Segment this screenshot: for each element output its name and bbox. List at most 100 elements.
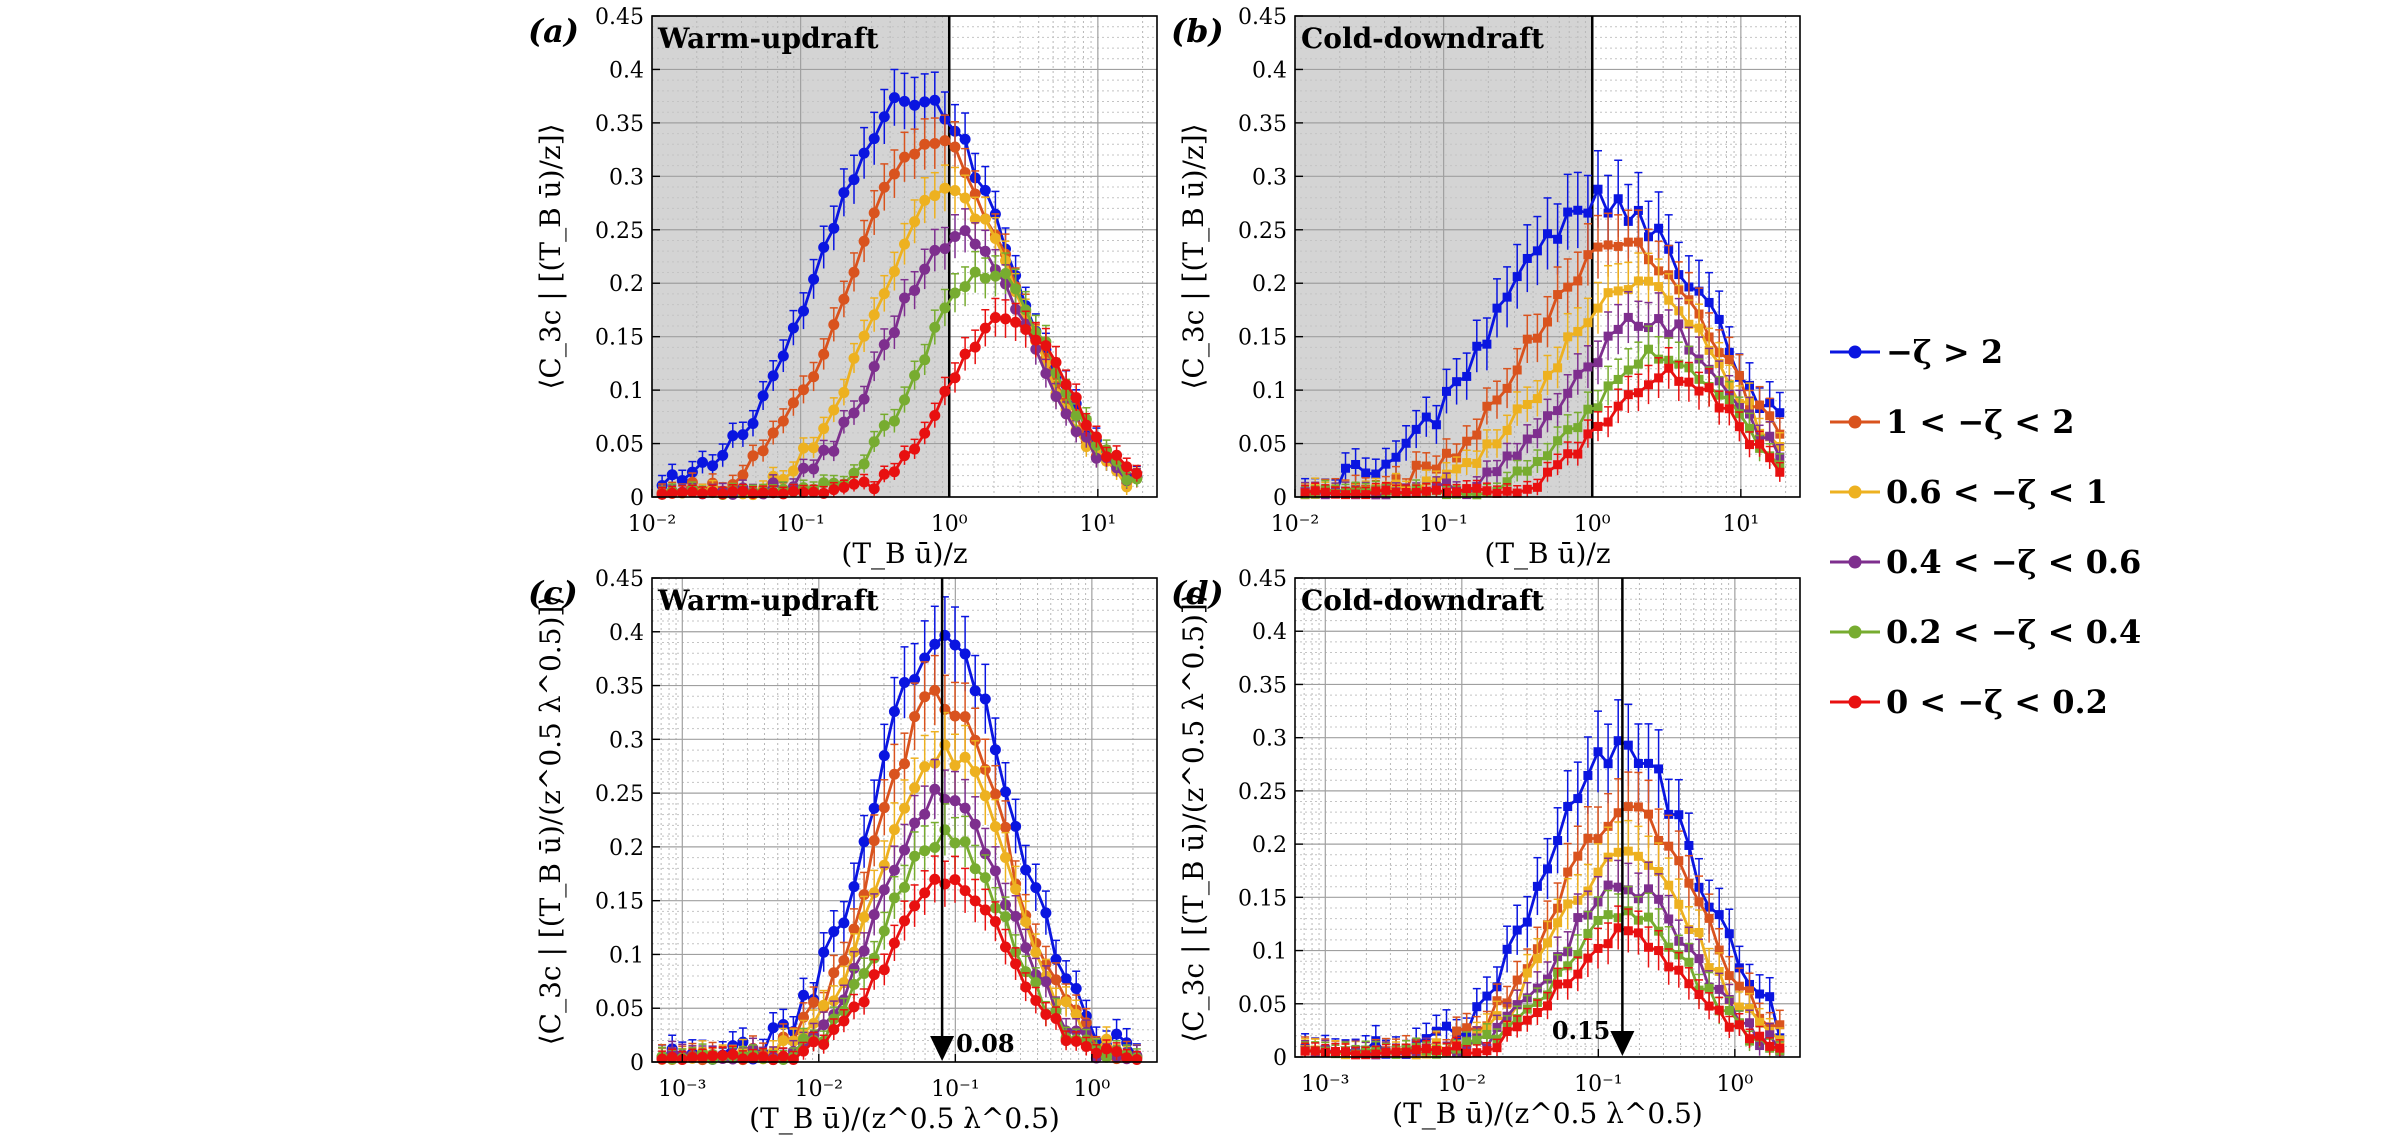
data-point	[1543, 317, 1552, 327]
y-tick-label: 0.3	[609, 165, 644, 190]
data-point	[818, 348, 830, 360]
data-point	[1522, 968, 1532, 978]
data-point	[1421, 486, 1431, 496]
data-point	[959, 836, 971, 848]
data-point	[858, 911, 870, 923]
data-point	[1371, 469, 1381, 479]
data-point	[1543, 938, 1552, 948]
data-point	[1502, 451, 1512, 461]
data-point	[1734, 1020, 1744, 1030]
legend-label: 0.4 < −ζ < 0.6	[1886, 543, 2141, 581]
data-point	[1000, 941, 1011, 953]
data-point	[848, 467, 860, 479]
data-point	[1482, 339, 1492, 349]
data-point	[848, 962, 860, 974]
data-point	[1745, 986, 1754, 996]
data-point	[767, 427, 779, 439]
data-point	[1714, 984, 1724, 994]
data-point	[899, 915, 910, 927]
x-tick-label: 10⁰	[931, 512, 968, 537]
data-point	[878, 859, 890, 871]
arrow-label: 0.15	[1552, 1016, 1610, 1045]
data-point	[1633, 321, 1643, 331]
data-point	[1745, 1004, 1754, 1014]
data-point	[899, 95, 910, 107]
data-point	[757, 1051, 769, 1063]
data-point	[1361, 1050, 1371, 1060]
panel-title: Warm-updraft	[657, 22, 879, 55]
data-point	[909, 900, 921, 912]
data-point	[888, 706, 900, 718]
data-point	[1563, 899, 1573, 909]
data-point	[929, 94, 941, 106]
data-point	[1070, 1035, 1082, 1047]
data-point	[1694, 954, 1704, 964]
data-point	[909, 99, 921, 111]
data-point	[757, 487, 769, 499]
data-point	[959, 885, 971, 897]
data-point	[1010, 316, 1022, 328]
data-point	[1734, 370, 1744, 380]
data-point	[1030, 994, 1042, 1006]
data-point	[808, 442, 820, 454]
data-point	[848, 478, 860, 490]
data-point	[969, 685, 981, 697]
data-point	[888, 327, 900, 339]
data-point	[777, 415, 789, 427]
data-point	[818, 241, 830, 253]
data-point	[929, 137, 941, 149]
data-point	[1532, 482, 1542, 492]
data-point	[1613, 923, 1623, 933]
data-point	[1633, 359, 1643, 369]
data-point	[1330, 489, 1340, 499]
data-point	[686, 466, 698, 478]
panel-title: Cold-downdraft	[1301, 584, 1544, 617]
axes-frame	[1294, 15, 1801, 498]
data-point	[1644, 380, 1653, 390]
data-point	[1543, 229, 1552, 239]
data-point	[1704, 297, 1714, 307]
data-point	[1563, 425, 1573, 435]
data-point	[1060, 996, 1072, 1008]
data-point	[1111, 449, 1123, 461]
data-point	[1452, 377, 1462, 387]
data-point	[1421, 412, 1431, 422]
data-point	[1030, 946, 1042, 958]
y-tick-label: 0.05	[1238, 433, 1287, 458]
legend-marker	[1848, 415, 1862, 429]
data-point	[868, 909, 880, 921]
data-point	[1502, 1026, 1512, 1036]
panel-d: 0.15 10⁻³ 10⁻² 10⁻¹ 10⁰ 0 0.05 0.1 0.15 0.2 0.25 0.…	[1171, 567, 1801, 1130]
data-point	[1492, 488, 1502, 498]
data-point	[656, 488, 668, 500]
x-tick-label: 10⁻¹	[776, 512, 824, 537]
data-point	[1573, 326, 1583, 336]
data-point	[1060, 408, 1072, 420]
data-point	[959, 281, 971, 293]
data-point	[919, 761, 931, 773]
x-tick-label: 10⁻³	[658, 1077, 706, 1102]
data-point	[858, 235, 870, 247]
data-point	[909, 782, 921, 794]
data-point	[1714, 314, 1724, 324]
x-tick-label: 10⁻²	[795, 1077, 843, 1102]
data-point	[1522, 399, 1532, 409]
data-point	[707, 1050, 719, 1062]
series-5	[1300, 905, 1785, 1060]
data-point	[1573, 369, 1583, 379]
data-point	[848, 978, 860, 990]
data-point	[1080, 1041, 1092, 1053]
data-point	[1644, 276, 1653, 286]
data-point	[858, 836, 870, 848]
data-point	[1020, 981, 1032, 993]
data-point	[1593, 242, 1603, 252]
data-point	[1603, 240, 1613, 250]
data-point	[798, 442, 809, 454]
data-point	[1452, 487, 1462, 497]
data-point	[1351, 1050, 1361, 1060]
data-point	[1765, 992, 1775, 1002]
data-point	[777, 1035, 789, 1047]
data-point	[686, 486, 698, 498]
data-point	[1664, 880, 1674, 890]
